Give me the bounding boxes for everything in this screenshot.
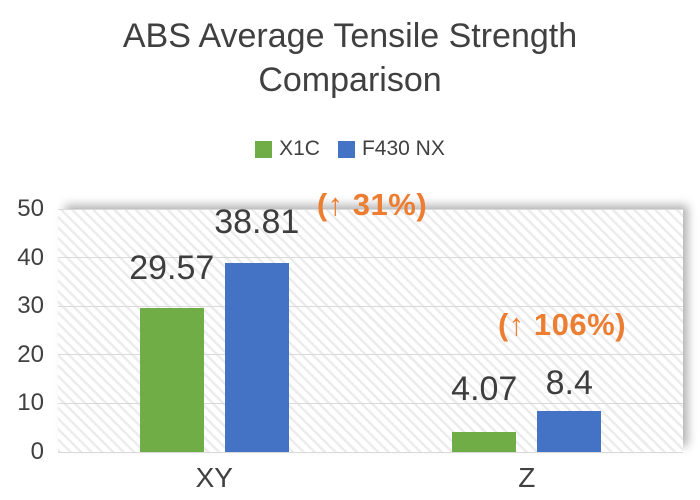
gridline-10 — [58, 402, 683, 404]
bar-x1c-z — [452, 432, 517, 452]
legend-item-1: X1C — [255, 137, 320, 161]
gridline-50 — [58, 208, 683, 210]
chart-title: ABS Average Tensile Strength Comparison — [40, 14, 660, 102]
legend-label-1: X1C — [279, 137, 320, 160]
value-label-f430-nx-z: 8.4 — [545, 364, 593, 403]
y-axis-tick-label-0: 0 — [30, 438, 44, 465]
y-axis-tick-label-20: 20 — [17, 340, 44, 368]
y-axis-tick-label-50: 50 — [17, 195, 44, 222]
value-label-x1c-xy: 29.57 — [129, 249, 215, 288]
bar-f430-nx-xy — [224, 263, 289, 452]
bar-x1c-xy — [139, 308, 204, 452]
gridline-0 — [58, 451, 683, 453]
bar-f430-nx-z — [537, 411, 602, 452]
gridline-30 — [58, 305, 683, 307]
gridline-40 — [58, 257, 683, 259]
value-label-f430-nx-xy: 38.81 — [214, 203, 300, 242]
y-axis-tick-label-40: 40 — [17, 243, 44, 271]
legend-swatch-2 — [337, 140, 355, 158]
y-axis-tick-label-10: 10 — [17, 389, 44, 417]
annotation-1: (↑ 31%) — [316, 187, 428, 222]
x-axis-tick-label-z: Z — [518, 462, 536, 493]
legend-swatch-1 — [255, 140, 273, 158]
chart-title-line-2: Comparison — [258, 61, 442, 99]
x-axis-tick-label-xy: XY — [195, 462, 233, 493]
legend: X1C F430 NX — [0, 137, 700, 161]
legend-label-2: F430 NX — [361, 137, 445, 160]
chart-title-line-1: ABS Average Tensile Strength — [122, 17, 578, 55]
y-axis-tick-label-30: 30 — [17, 292, 44, 320]
gridline-20 — [58, 354, 683, 356]
annotation-2: (↑ 106%) — [497, 307, 627, 342]
legend-item-2: F430 NX — [337, 137, 445, 161]
value-label-x1c-z: 4.07 — [451, 370, 518, 409]
